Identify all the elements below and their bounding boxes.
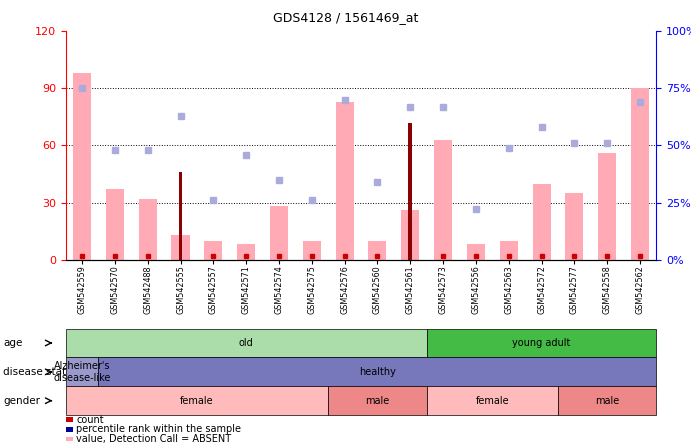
Text: disease state: disease state (3, 367, 73, 377)
Text: percentile rank within the sample: percentile rank within the sample (76, 424, 241, 434)
Bar (401, 210, 419, 260)
Bar (434, 140, 452, 260)
Bar (500, 241, 518, 260)
Bar (73, 73, 91, 260)
Text: count: count (76, 415, 104, 424)
Text: healthy: healthy (359, 367, 396, 377)
Bar (139, 199, 157, 260)
Bar (237, 245, 255, 260)
Text: male: male (366, 396, 390, 406)
Bar (303, 241, 321, 260)
Text: female: female (180, 396, 214, 406)
Text: old: old (239, 338, 254, 348)
Text: young adult: young adult (513, 338, 571, 348)
Bar (467, 245, 485, 260)
Bar (171, 235, 189, 260)
Text: GDS4128 / 1561469_at: GDS4128 / 1561469_at (273, 11, 418, 24)
Bar (270, 206, 288, 260)
Bar (178, 172, 182, 260)
Bar (205, 241, 223, 260)
Text: female: female (475, 396, 509, 406)
Bar (631, 88, 649, 260)
Text: male: male (595, 396, 619, 406)
Bar (368, 241, 386, 260)
Text: value, Detection Call = ABSENT: value, Detection Call = ABSENT (76, 434, 231, 444)
Bar (336, 102, 354, 260)
Bar (565, 193, 583, 260)
Bar (408, 123, 413, 260)
Bar (533, 183, 551, 260)
Text: gender: gender (3, 396, 41, 406)
Text: Alzheimer's
disease-like: Alzheimer's disease-like (53, 361, 111, 383)
Text: age: age (3, 338, 23, 348)
Bar (598, 153, 616, 260)
Bar (106, 189, 124, 260)
